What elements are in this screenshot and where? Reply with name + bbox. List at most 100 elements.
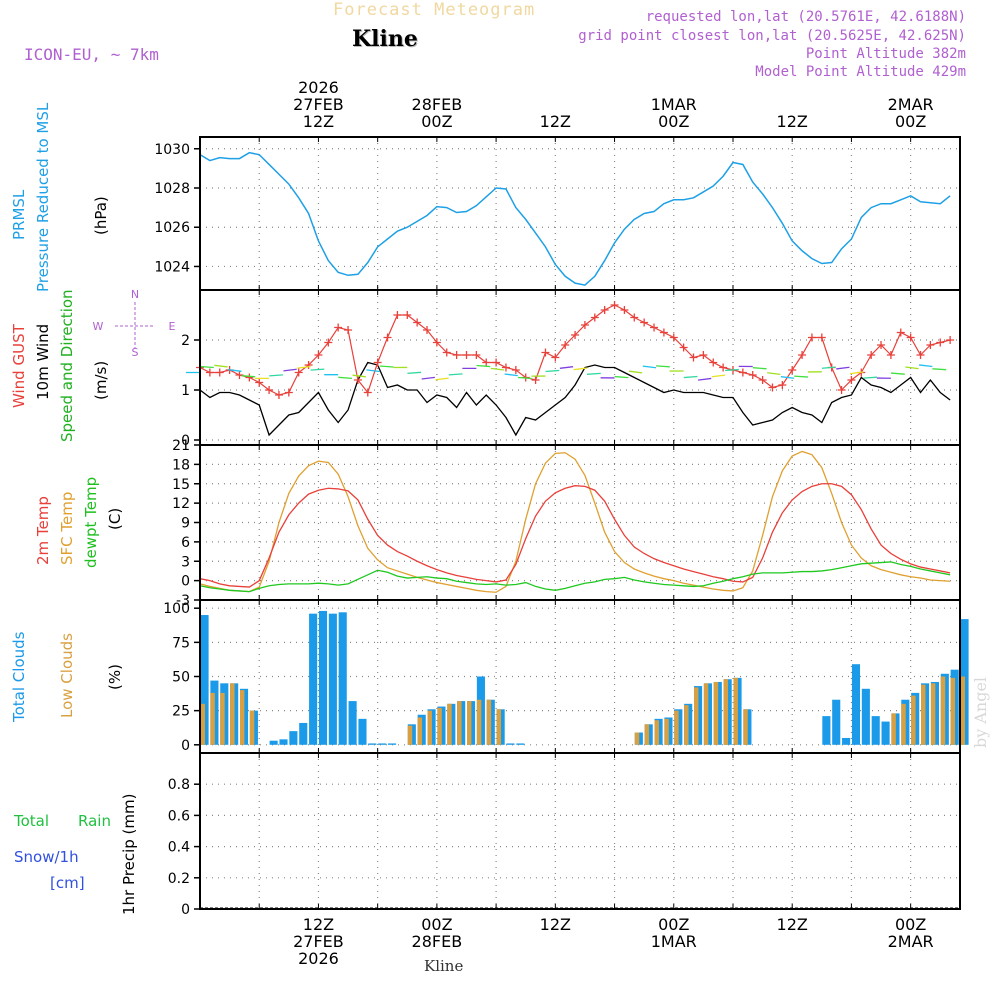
wind-arrow (228, 369, 242, 372)
grid-point-coords: grid point closest lon,lat (20.5625E, 42… (578, 28, 966, 44)
low-cloud-bar (200, 703, 205, 745)
wind-arrow (891, 372, 905, 375)
wind-arrow (448, 373, 463, 376)
y-tick-label: 0 (181, 433, 190, 449)
model-name: ICON-EU, ~ 7km (24, 45, 159, 64)
low-cloud-bar (901, 703, 906, 745)
label-rain: Rain (78, 812, 111, 830)
low-cloud-bar (496, 709, 502, 745)
y-tick-label: 3 (181, 554, 190, 570)
low-cloud-bar (921, 684, 926, 745)
low-cloud-bar (220, 692, 225, 745)
time-label-bottom: 12Z (303, 915, 334, 934)
label-snow-unit: [cm] (50, 874, 85, 892)
wind-arrow (932, 368, 947, 371)
low-cloud-bar (723, 679, 729, 745)
gust-marker (738, 368, 747, 377)
total-cloud-bar (516, 743, 525, 745)
gust-marker (916, 351, 925, 359)
gust-marker (571, 331, 580, 339)
low-cloud-bar (644, 724, 650, 745)
total-cloud-bar (269, 740, 278, 745)
label-precip-unit: 1hr Precip (mm) (120, 794, 138, 915)
wind-arrow (656, 365, 670, 368)
wind-arrow (559, 366, 574, 369)
watermark: by Angel (971, 677, 990, 748)
low-cloud-bar (960, 676, 965, 745)
gust-marker (877, 341, 886, 349)
wind-arrow (435, 377, 449, 381)
gust-marker (235, 371, 244, 379)
wind-arrow (752, 367, 767, 370)
wind-arrow (683, 375, 698, 379)
gust-marker (492, 358, 501, 367)
wind-arrow (725, 368, 739, 372)
time-label-bottom: 2026 (298, 949, 339, 968)
wind-arrow (269, 374, 283, 377)
wind-arrow (214, 364, 228, 368)
wind-arrow (642, 365, 657, 369)
footer-location: Kline (424, 957, 464, 975)
gust-marker (423, 326, 432, 334)
y-tick-label: 12 (172, 496, 190, 512)
gust-marker (798, 351, 807, 359)
wind-arrow (821, 366, 836, 369)
low-cloud-bar (664, 718, 669, 745)
y-tick-label: 50 (172, 670, 190, 686)
gust-marker (334, 323, 343, 332)
wind-arrow (338, 376, 353, 380)
wind-arrow (711, 374, 726, 378)
y-tick-label: 0.6 (168, 808, 190, 824)
y-tick-label: 2 (181, 333, 190, 349)
gust-marker (867, 351, 876, 359)
gust-marker (817, 333, 826, 342)
label-low-clouds: Low Clouds (58, 633, 76, 718)
time-label-bottom: 00Z (895, 915, 926, 934)
wind-arrow (407, 371, 422, 375)
low-cloud-bar (447, 703, 452, 745)
low-cloud-bar (930, 683, 936, 745)
time-label-bottom: 12Z (540, 915, 571, 934)
wind-arrow (905, 366, 919, 370)
low-cloud-bar (407, 725, 413, 745)
wind-arrow (614, 375, 629, 379)
gust-marker (501, 363, 510, 372)
gust-marker (245, 373, 254, 382)
y-tick-label: 1028 (154, 181, 190, 197)
total-cloud-bar (338, 612, 347, 745)
requested-coords: requested lon,lat (20.5761E, 42.6188N) (645, 9, 966, 25)
gust-marker (314, 351, 323, 359)
gust-marker (531, 376, 540, 384)
total-cloud-bar (832, 699, 841, 745)
low-cloud-bar (427, 710, 432, 745)
gust-marker (511, 366, 520, 374)
wind-arrow (366, 369, 380, 373)
wind-arrow (849, 371, 864, 375)
point-altitude: Point Altitude 382m (805, 46, 966, 62)
low-cloud-bar (486, 699, 492, 745)
wind10-line (199, 361, 951, 437)
gust-marker (462, 351, 471, 359)
gust-marker (590, 313, 599, 322)
gust-marker (788, 366, 797, 374)
time-label-top: 28FEB (412, 95, 463, 114)
wind-arrow (697, 377, 712, 381)
low-cloud-bar (476, 699, 482, 745)
y-tick-label: 0 (181, 902, 190, 918)
low-cloud-bar (239, 690, 245, 745)
gust-marker (551, 353, 560, 362)
time-label-bottom: 12Z (777, 915, 808, 934)
product-title: Forecast Meteogram (333, 0, 536, 20)
total-cloud-bar (881, 721, 890, 745)
y-tick-label: 0 (181, 574, 190, 590)
low-cloud-bar (694, 687, 699, 745)
time-label-top: 00Z (658, 112, 689, 131)
dewpt-line (199, 561, 951, 593)
gust-marker (719, 363, 728, 372)
total-cloud-bar (378, 743, 387, 745)
gust-marker (630, 313, 639, 322)
gust-marker (610, 301, 619, 309)
total-cloud-bar (348, 701, 357, 745)
gust-marker (324, 338, 333, 347)
label-dewpt-temp: dewpt Temp (82, 477, 100, 568)
